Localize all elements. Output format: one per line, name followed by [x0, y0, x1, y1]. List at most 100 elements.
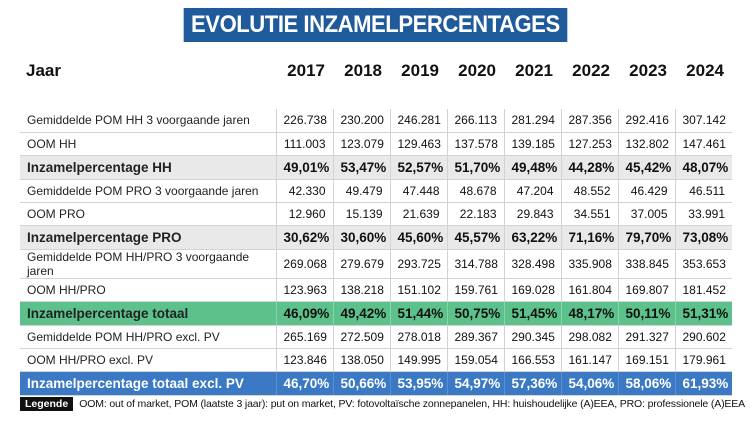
row-value: 278.018 — [389, 325, 447, 349]
row-value: 123.846 — [275, 348, 333, 372]
row-value: 279.679 — [332, 249, 390, 279]
row-value: 79,70% — [617, 225, 675, 250]
row-value: 29.843 — [503, 202, 561, 226]
legend-tag: Legende — [20, 397, 74, 411]
row-value: 46.511 — [674, 179, 732, 203]
row-value: 111.003 — [275, 132, 333, 156]
row-value: 51,31% — [674, 301, 732, 326]
row-value: 50,75% — [446, 301, 504, 326]
row-value: 46,70% — [275, 371, 333, 396]
row-value: 289.367 — [446, 325, 504, 349]
page-title: EVOLUTIE INZAMELPERCENTAGES — [183, 8, 567, 42]
table-body: Gemiddelde POM HH 3 voorgaande jaren 226.… — [20, 109, 732, 396]
row-label: Inzamelpercentage HH — [20, 155, 276, 180]
row-value: 269.068 — [275, 249, 333, 279]
table-row-summary: Inzamelpercentage HH 49,01% 53,47% 52,57% 51… — [20, 155, 732, 180]
row-label: Gemiddelde POM HH/PRO excl. PV — [20, 325, 276, 349]
row-value: 37.005 — [617, 202, 675, 226]
legend-text: OOM: out of market, POM (laatste 3 jaar)… — [79, 398, 745, 410]
row-value: 42.330 — [275, 179, 333, 203]
row-value: 138.218 — [332, 278, 390, 302]
row-value: 54,97% — [446, 371, 504, 396]
row-value: 44,28% — [560, 155, 618, 180]
row-value: 52,57% — [389, 155, 447, 180]
row-value: 328.498 — [503, 249, 561, 279]
row-value: 34.551 — [560, 202, 618, 226]
row-value: 246.281 — [389, 109, 447, 133]
row-value: 49,42% — [332, 301, 390, 326]
row-value: 61,93% — [674, 371, 732, 396]
row-value: 138.050 — [332, 348, 390, 372]
year-header: 2018 — [344, 61, 382, 80]
row-value: 30,62% — [275, 225, 333, 250]
row-value: 137.578 — [446, 132, 504, 156]
row-value: 159.054 — [446, 348, 504, 372]
row-value: 129.463 — [389, 132, 447, 156]
row-value: 307.142 — [674, 109, 732, 133]
row-value: 265.169 — [275, 325, 333, 349]
table-row: OOM HH/PRO excl. PV 123.846 138.050 149.995… — [20, 348, 732, 372]
row-value: 179.961 — [674, 348, 732, 372]
year-header: 2017 — [287, 61, 325, 80]
row-value: 127.253 — [560, 132, 618, 156]
year-header: 2024 — [686, 61, 724, 80]
table-row-summary: Inzamelpercentage PRO 30,62% 30,60% 45,60% 4… — [20, 225, 732, 250]
row-value: 50,11% — [617, 301, 675, 326]
row-value: 230.200 — [332, 109, 390, 133]
row-value: 226.738 — [275, 109, 333, 133]
row-value: 293.725 — [389, 249, 447, 279]
row-value: 45,60% — [389, 225, 447, 250]
row-value: 73,08% — [674, 225, 732, 250]
row-value: 147.461 — [674, 132, 732, 156]
row-label: Inzamelpercentage PRO — [20, 225, 276, 250]
row-value: 149.995 — [389, 348, 447, 372]
row-value: 281.294 — [503, 109, 561, 133]
row-value: 292.416 — [617, 109, 675, 133]
row-value: 272.509 — [332, 325, 390, 349]
row-value: 45,42% — [617, 155, 675, 180]
row-label: OOM HH/PRO — [20, 278, 276, 302]
row-value: 123.963 — [275, 278, 333, 302]
row-value: 123.079 — [332, 132, 390, 156]
row-value: 53,95% — [389, 371, 447, 396]
table-row: Gemiddelde POM HH/PRO excl. PV 265.169 272… — [20, 325, 732, 349]
row-value: 266.113 — [446, 109, 504, 133]
row-value: 53,47% — [332, 155, 390, 180]
row-value: 161.804 — [560, 278, 618, 302]
row-value: 169.151 — [617, 348, 675, 372]
table-row-summary: Inzamelpercentage totaal excl. PV 46,70% 5… — [20, 371, 732, 396]
table-row: OOM PRO 12.960 15.139 21.639 22.183 29.843 34.… — [20, 202, 732, 226]
year-header: 2023 — [629, 61, 667, 80]
table-row-summary: Inzamelpercentage totaal 46,09% 49,42% 51,4… — [20, 301, 732, 326]
row-value: 139.185 — [503, 132, 561, 156]
table-row: Gemiddelde POM HH/PRO 3 voorgaande jaren… — [20, 249, 732, 279]
table-row: OOM HH 111.003 123.079 129.463 137.578 139.18… — [20, 132, 732, 156]
row-value: 161.147 — [560, 348, 618, 372]
row-value: 49.479 — [332, 179, 390, 203]
row-value: 48.678 — [446, 179, 504, 203]
row-value: 21.639 — [389, 202, 447, 226]
row-value: 353.653 — [674, 249, 732, 279]
row-value: 49,01% — [275, 155, 333, 180]
row-value: 49,48% — [503, 155, 561, 180]
row-value: 50,66% — [332, 371, 390, 396]
row-label: Inzamelpercentage totaal excl. PV — [20, 371, 276, 396]
row-value: 132.802 — [617, 132, 675, 156]
row-value: 47.448 — [389, 179, 447, 203]
row-value: 159.761 — [446, 278, 504, 302]
row-value: 45,57% — [446, 225, 504, 250]
row-value: 287.356 — [560, 109, 618, 133]
row-label: Gemiddelde POM HH/PRO 3 voorgaande jaren — [20, 249, 276, 279]
row-value: 54,06% — [560, 371, 618, 396]
header-row: Jaar 2017 2018 2019 2020 2021 2022 2023 … — [20, 56, 732, 86]
row-value: 15.139 — [332, 202, 390, 226]
row-value: 46.429 — [617, 179, 675, 203]
header-label: Jaar — [26, 61, 61, 80]
row-value: 46,09% — [275, 301, 333, 326]
row-value: 169.807 — [617, 278, 675, 302]
row-value: 12.960 — [275, 202, 333, 226]
row-value: 33.991 — [674, 202, 732, 226]
year-header: 2019 — [401, 61, 439, 80]
year-header: 2022 — [572, 61, 610, 80]
row-value: 290.345 — [503, 325, 561, 349]
